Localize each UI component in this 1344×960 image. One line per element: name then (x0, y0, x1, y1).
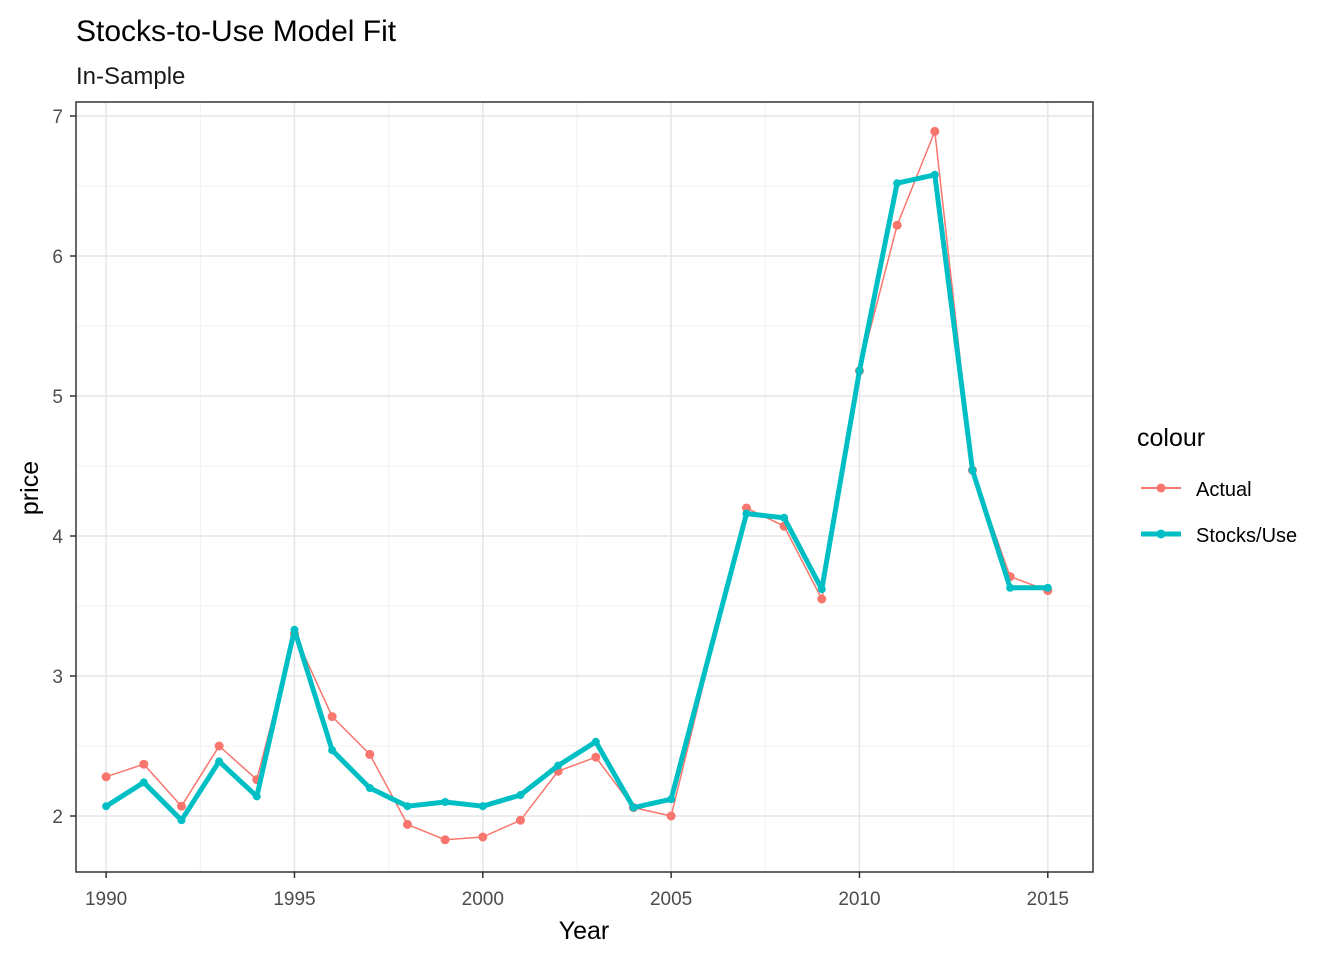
y-tick-label: 3 (52, 667, 63, 688)
x-tick-label: 2000 (462, 889, 504, 910)
data-point-stocks-use (441, 798, 450, 806)
data-point-actual (892, 220, 902, 230)
legend-item-actual: Actual (1141, 479, 1252, 501)
data-point-actual (478, 832, 488, 842)
y-tick-label: 5 (52, 387, 63, 408)
data-point-actual (591, 752, 601, 762)
data-point-actual (327, 712, 337, 722)
data-point-stocks-use (403, 802, 412, 811)
data-point-stocks-use (817, 585, 826, 594)
major-gridlines (76, 102, 1093, 872)
data-point-actual (515, 815, 525, 825)
legend-label-actual: Actual (1196, 479, 1252, 501)
data-point-stocks-use (742, 509, 751, 518)
data-point-stocks-use (893, 179, 902, 188)
data-point-stocks-use (1006, 583, 1015, 592)
y-tick-label: 4 (52, 527, 63, 548)
data-point-stocks-use (252, 792, 261, 801)
data-point-actual (440, 835, 450, 845)
series-layer (101, 126, 1053, 845)
chart-title: Stocks-to-Use Model Fit (76, 15, 397, 48)
data-point-actual (666, 811, 676, 821)
data-point-actual (101, 772, 111, 782)
data-point-stocks-use (629, 803, 638, 812)
y-tick-label: 6 (52, 247, 63, 268)
x-axis: 1990 1995 2000 2005 2010 2015 (85, 872, 1069, 910)
x-tick-label: 1995 (273, 889, 315, 910)
data-point-stocks-use (215, 757, 224, 766)
data-point-stocks-use (328, 746, 337, 755)
plot-panel-border (75, 101, 1094, 873)
legend: colour Actual Stocks/Use (1137, 424, 1297, 547)
data-point-actual (365, 749, 375, 759)
data-point-stocks-use (968, 466, 977, 475)
data-point-stocks-use (930, 170, 939, 179)
legend-key-stocks-use-point (1156, 529, 1166, 539)
legend-label-stocks-use: Stocks/Use (1196, 525, 1297, 547)
data-point-stocks-use (478, 802, 487, 811)
data-point-stocks-use (780, 513, 789, 522)
data-point-actual (139, 759, 149, 769)
data-point-stocks-use (290, 625, 299, 634)
data-point-stocks-use (855, 366, 864, 375)
y-tick-label: 7 (52, 107, 63, 128)
chart-subtitle: In-Sample (76, 63, 185, 90)
data-point-actual (214, 741, 224, 751)
data-point-actual (402, 819, 412, 829)
data-point-actual (176, 801, 186, 811)
plot-background (76, 102, 1093, 872)
legend-title: colour (1137, 424, 1205, 452)
x-tick-label: 2005 (650, 889, 692, 910)
y-tick-label: 2 (52, 807, 63, 828)
x-tick-label: 2010 (838, 889, 880, 910)
data-point-actual (741, 503, 751, 513)
x-tick-label: 1990 (85, 889, 127, 910)
x-tick-label: 2015 (1027, 889, 1069, 910)
legend-key-actual-point (1156, 483, 1166, 493)
data-point-stocks-use (177, 816, 186, 825)
data-point-stocks-use (667, 795, 676, 804)
data-point-stocks-use (365, 784, 374, 792)
data-point-stocks-use (516, 791, 525, 799)
data-point-stocks-use (139, 778, 148, 787)
data-point-actual (817, 594, 827, 604)
data-point-actual (930, 126, 940, 136)
legend-item-stocks-use: Stocks/Use (1141, 525, 1297, 547)
data-point-stocks-use (1043, 583, 1052, 592)
x-axis-title: Year (559, 917, 610, 945)
data-point-stocks-use (591, 737, 600, 746)
data-point-stocks-use (554, 761, 563, 770)
data-point-stocks-use (102, 802, 111, 811)
y-axis: 2 3 4 5 6 7 (52, 107, 76, 828)
y-axis-title: price (16, 461, 44, 515)
